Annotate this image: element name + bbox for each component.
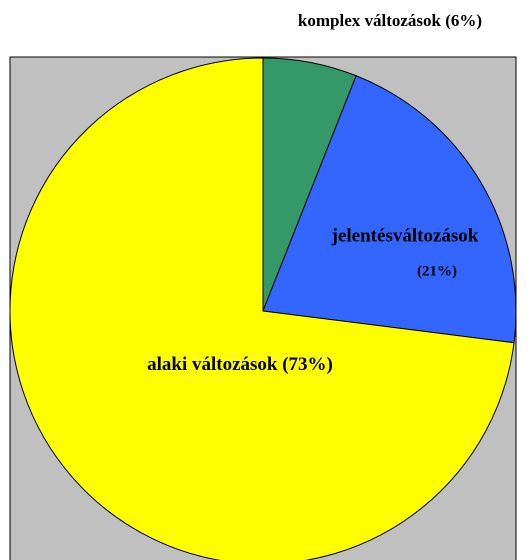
slice-label: alaki változások (73%) bbox=[147, 354, 333, 375]
slice-label: komplex változások (6%) bbox=[298, 11, 482, 30]
slice-label: jelentésváltozások bbox=[331, 225, 479, 246]
pie-slice bbox=[262, 75, 517, 344]
slice-value-label: (73%) bbox=[282, 354, 333, 375]
slice-value-label: (6%) bbox=[445, 11, 482, 30]
pie-slice bbox=[9, 57, 515, 560]
slice-category: alaki változások bbox=[147, 354, 278, 375]
slice-category: komplex változások bbox=[298, 11, 442, 30]
slice-value-label: (21%) bbox=[417, 263, 457, 279]
